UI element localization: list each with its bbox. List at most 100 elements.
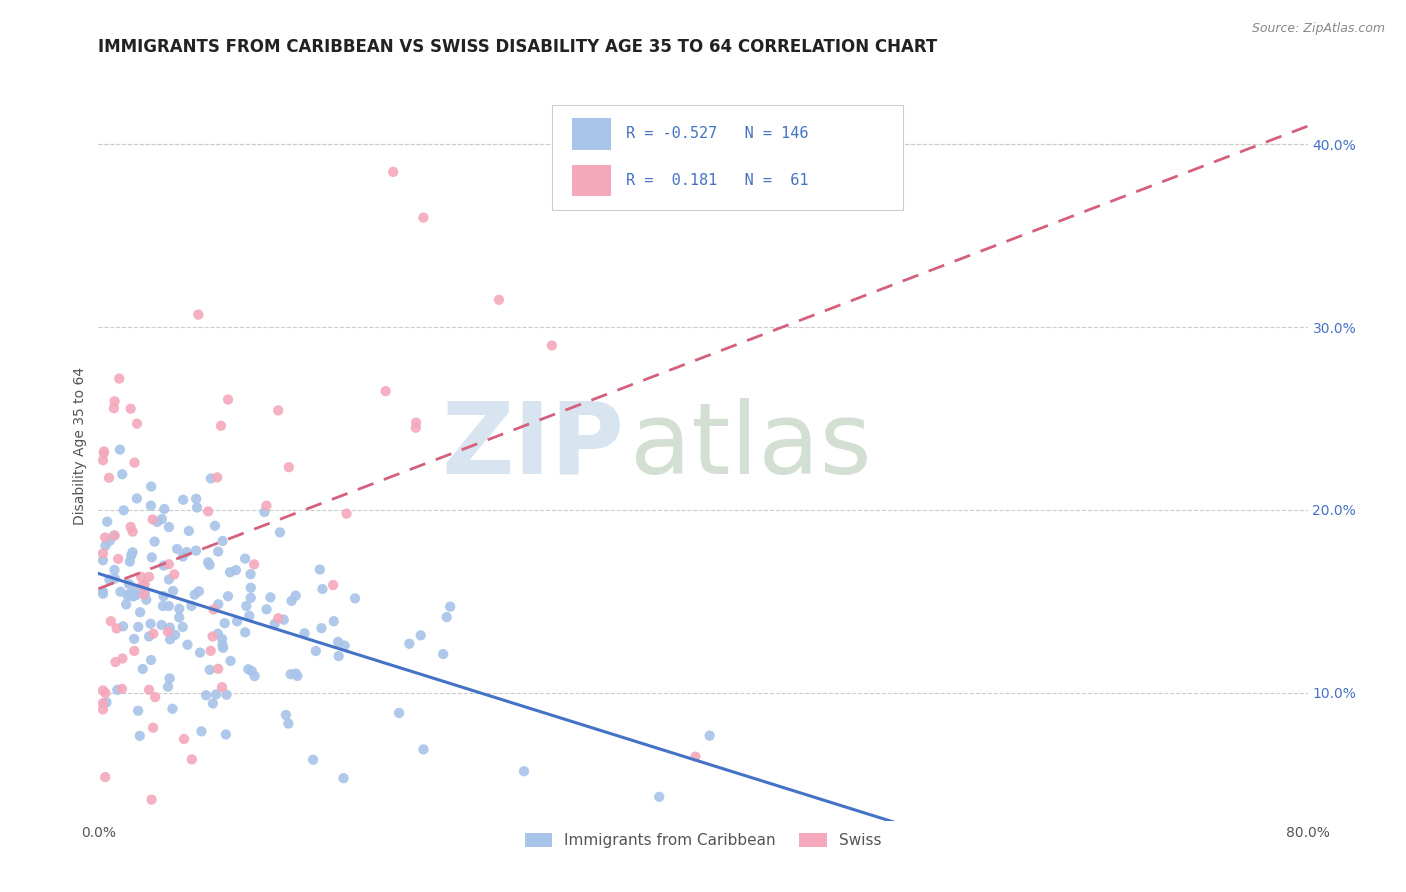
Point bbox=[134, 577, 156, 591]
Point bbox=[104, 655, 127, 669]
Point bbox=[180, 752, 202, 766]
Point bbox=[209, 418, 232, 433]
Point bbox=[263, 617, 285, 632]
Point bbox=[157, 558, 180, 572]
Point bbox=[176, 545, 198, 559]
Point bbox=[284, 666, 307, 681]
Point bbox=[311, 582, 333, 596]
Point bbox=[142, 721, 165, 735]
Point bbox=[100, 614, 122, 628]
Point bbox=[159, 632, 181, 647]
Point bbox=[139, 499, 162, 513]
Point bbox=[212, 640, 235, 655]
Point bbox=[94, 686, 117, 700]
Point bbox=[94, 531, 117, 545]
Point bbox=[166, 541, 188, 556]
Point bbox=[150, 618, 173, 632]
Point bbox=[412, 742, 434, 756]
Point bbox=[439, 599, 461, 614]
Point bbox=[143, 690, 166, 705]
Point bbox=[108, 371, 131, 385]
Point bbox=[284, 589, 307, 603]
Point bbox=[280, 667, 302, 681]
Point bbox=[226, 615, 249, 629]
Point bbox=[91, 702, 114, 716]
Point bbox=[111, 467, 134, 482]
Point bbox=[104, 528, 127, 542]
Point bbox=[150, 512, 173, 526]
Point bbox=[104, 572, 127, 586]
Point bbox=[197, 555, 219, 569]
Point bbox=[388, 706, 411, 720]
Point bbox=[332, 771, 354, 785]
Point bbox=[134, 586, 156, 600]
Point bbox=[120, 520, 142, 534]
Point bbox=[699, 729, 721, 743]
Point bbox=[159, 672, 181, 686]
Point bbox=[172, 492, 194, 507]
Point bbox=[322, 614, 344, 628]
Point bbox=[91, 546, 114, 560]
Point bbox=[311, 621, 333, 635]
Point bbox=[540, 338, 562, 352]
Point bbox=[432, 647, 454, 661]
Point bbox=[105, 682, 128, 697]
Point bbox=[219, 566, 242, 580]
Point bbox=[211, 632, 233, 646]
Point bbox=[172, 549, 194, 564]
Point bbox=[124, 456, 146, 470]
Point bbox=[153, 502, 176, 516]
Point bbox=[121, 524, 143, 539]
Point bbox=[207, 662, 229, 676]
Point bbox=[198, 558, 221, 572]
Point bbox=[142, 626, 165, 640]
Point bbox=[105, 621, 128, 635]
Point bbox=[267, 403, 290, 417]
Point bbox=[382, 165, 405, 179]
Y-axis label: Disability Age 35 to 64: Disability Age 35 to 64 bbox=[73, 367, 87, 525]
Point bbox=[215, 727, 238, 741]
Point bbox=[93, 446, 115, 460]
Point bbox=[198, 663, 221, 677]
Point bbox=[121, 588, 143, 602]
Point bbox=[156, 680, 179, 694]
Point bbox=[96, 695, 118, 709]
Point bbox=[188, 584, 211, 599]
Point bbox=[205, 688, 228, 702]
Point bbox=[233, 625, 256, 640]
Point bbox=[211, 534, 233, 549]
Point bbox=[125, 583, 148, 598]
Point bbox=[122, 632, 145, 646]
Point bbox=[398, 637, 420, 651]
Point bbox=[215, 688, 238, 702]
Point bbox=[374, 384, 396, 399]
Point bbox=[328, 648, 350, 663]
Point bbox=[103, 528, 125, 542]
Point bbox=[405, 416, 427, 430]
Point bbox=[91, 696, 114, 710]
Point bbox=[118, 577, 141, 591]
Point bbox=[302, 753, 325, 767]
Point bbox=[98, 471, 121, 485]
Point bbox=[93, 444, 115, 458]
Point bbox=[200, 471, 222, 485]
Point bbox=[125, 491, 148, 506]
Point bbox=[308, 562, 330, 576]
Point bbox=[112, 503, 135, 517]
Point bbox=[108, 442, 131, 457]
Point bbox=[110, 584, 132, 599]
Point bbox=[513, 764, 536, 779]
Point bbox=[118, 555, 141, 569]
Point bbox=[201, 630, 224, 644]
Text: ZIP: ZIP bbox=[441, 398, 624, 494]
Point bbox=[139, 616, 162, 631]
Point bbox=[117, 589, 139, 603]
FancyBboxPatch shape bbox=[572, 119, 612, 150]
Point bbox=[157, 573, 180, 587]
Point bbox=[121, 545, 143, 559]
Point bbox=[233, 551, 256, 566]
Point bbox=[165, 628, 187, 642]
Point bbox=[217, 589, 239, 603]
Point bbox=[273, 613, 295, 627]
Point bbox=[243, 669, 266, 683]
